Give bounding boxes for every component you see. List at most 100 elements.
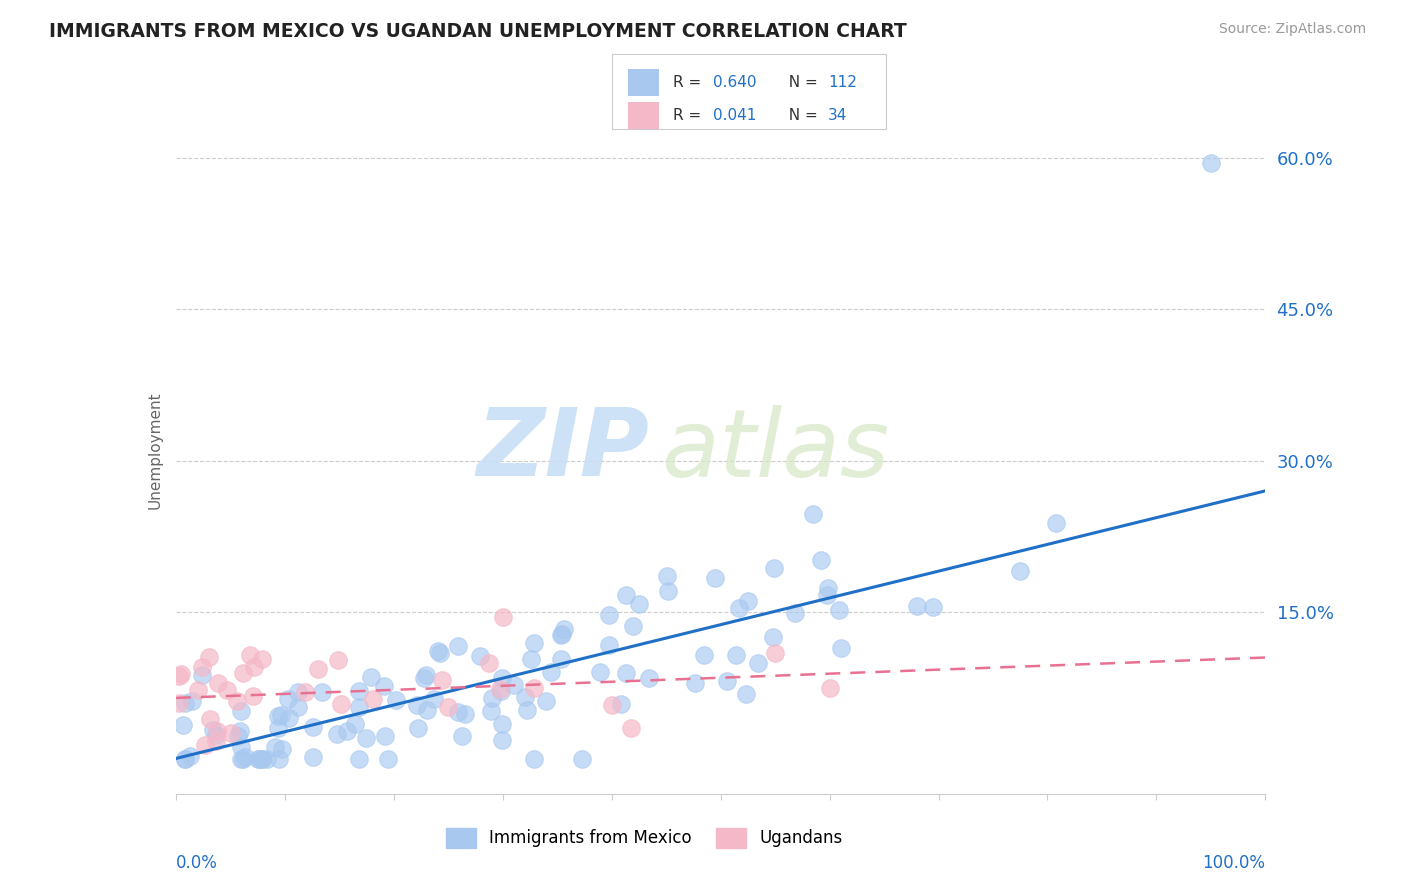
Text: 0.640: 0.640 [713,75,756,90]
Point [621,619,644,633]
Point [179,748,201,763]
Point [167,696,190,710]
Point [226,729,249,743]
Point [373,679,395,693]
Point [491,671,513,685]
Point [277,692,299,706]
Point [336,723,359,738]
Point [1008,564,1031,578]
Point [589,665,612,679]
Point [416,703,439,717]
Text: atlas: atlas [661,405,889,496]
Point [263,739,285,754]
Point [922,600,945,615]
Point [194,738,217,752]
Point [294,685,316,699]
Point [207,676,229,690]
Point [256,751,278,765]
Point [180,693,202,707]
Point [437,699,460,714]
Point [550,652,572,666]
Point [540,665,562,679]
Point [571,751,593,765]
Point [267,721,290,735]
Point [828,602,851,616]
Point [810,553,832,567]
Point [491,733,513,747]
Point [519,651,541,665]
Point [172,718,194,732]
Point [600,698,623,713]
Point [620,721,643,735]
Point [818,681,841,695]
Point [489,681,512,696]
Point [763,646,786,660]
Point [801,507,824,521]
Point [242,690,264,704]
Point [534,694,557,708]
Point [614,588,637,602]
Point [215,683,238,698]
Text: N =: N = [779,75,823,90]
Point [198,649,221,664]
Point [232,665,254,680]
Point [724,648,747,662]
Point [377,751,399,765]
Point [683,676,706,690]
Point [302,720,325,734]
Point [638,671,661,685]
Point [270,708,292,723]
Point [747,656,769,670]
Point [429,646,451,660]
Point [478,656,501,670]
Point [523,636,546,650]
Point [426,644,449,658]
Point [347,700,370,714]
Point [762,630,785,644]
Point [170,666,193,681]
Point [226,694,249,708]
Point [470,649,492,664]
Point [553,622,575,636]
Point [1045,516,1067,530]
Text: 100.0%: 100.0% [1202,855,1265,872]
Point [704,571,727,585]
Point [247,751,270,765]
Text: 0.0%: 0.0% [176,855,218,872]
Text: N =: N = [779,108,823,123]
Point [830,640,852,655]
Point [233,749,256,764]
Point [204,733,226,747]
Point [229,751,252,765]
Point [190,660,212,674]
Point [174,751,197,765]
Point [266,709,288,723]
Point [598,638,620,652]
Point [489,684,512,698]
Point [614,665,637,680]
Point [360,670,382,684]
Point [326,653,349,667]
Point [479,704,502,718]
Point [330,697,353,711]
Point [627,597,650,611]
Point [762,561,785,575]
Point [232,751,254,765]
Point [277,711,299,725]
Point [187,683,209,698]
Point [716,673,738,688]
Point [349,751,371,765]
Point [200,712,222,726]
Point [174,751,197,765]
Point [1199,155,1222,169]
Point [491,716,513,731]
Text: R =: R = [673,108,707,123]
Point [250,751,273,765]
Point [270,741,292,756]
Point [450,729,472,743]
Point [815,588,838,602]
Point [446,639,468,653]
Text: ZIP: ZIP [477,404,650,497]
Point [252,652,274,666]
Point [783,606,806,620]
